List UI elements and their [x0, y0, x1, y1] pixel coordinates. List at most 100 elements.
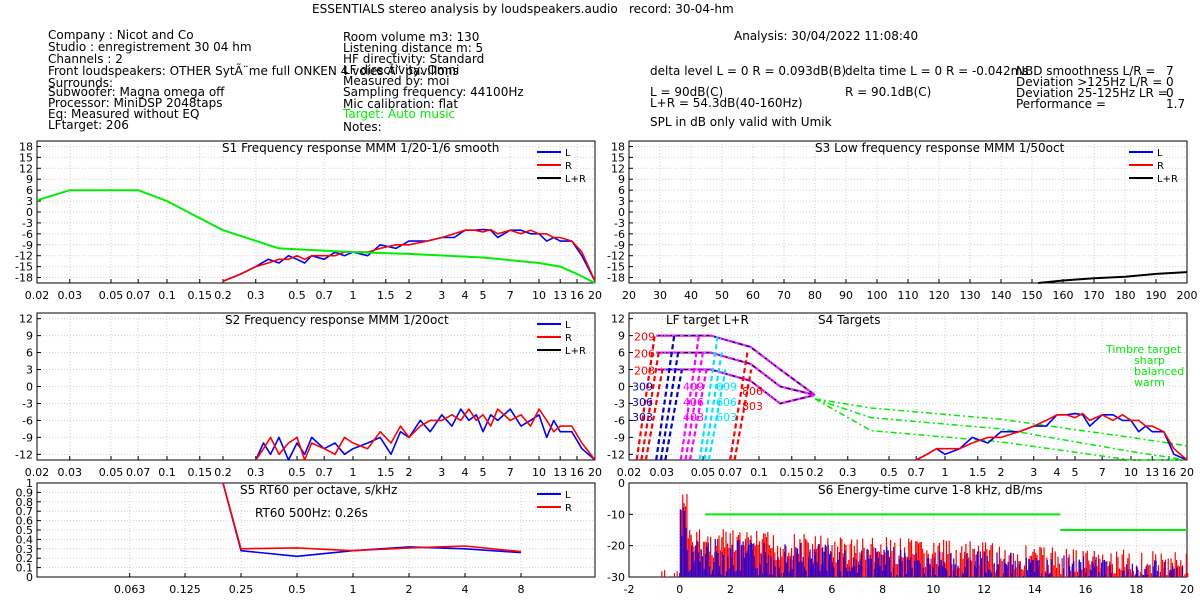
y-tick-label: 3 — [26, 364, 33, 377]
y-tick-label: 6 — [26, 184, 33, 197]
y-tick-label: 9 — [618, 330, 625, 343]
x-tick-label: 10 — [532, 289, 546, 302]
x-tick-label: 20 — [1180, 583, 1194, 596]
y-tick-label: -12 — [607, 250, 625, 263]
y-tick-label: 0 — [26, 571, 33, 584]
y-tick-label: 15 — [19, 151, 33, 164]
lf-target-code: 406 — [683, 396, 704, 409]
y-tick-label: 0 — [618, 381, 625, 394]
y-tick-label: -15 — [15, 261, 33, 274]
plot-frame — [628, 140, 1188, 284]
chart-title: S5 RT60 per octave, s/kHz — [240, 483, 397, 497]
x-tick-label: 1.5 — [377, 289, 395, 302]
y-tick-label: -6 — [614, 228, 625, 241]
x-tick-label: 0.7 — [315, 466, 333, 479]
y-tick-label: 0.2 — [16, 552, 34, 565]
x-tick-label: 0.05 — [99, 289, 124, 302]
x-tick-label: 10 — [926, 583, 940, 596]
x-tick-label: 100 — [867, 289, 888, 302]
x-tick-label: 0.2 — [214, 289, 232, 302]
y-tick-label: -6 — [22, 228, 33, 241]
y-tick-label: 15 — [611, 151, 625, 164]
performance-value: 1.7 — [1166, 97, 1186, 111]
y-tick-label: 3 — [618, 364, 625, 377]
y-tick-label: 0.1 — [16, 562, 34, 575]
plot-frame — [36, 482, 596, 578]
timbre-target-line — [814, 398, 1188, 447]
deviation-above-125: Deviation >125Hz L/R = — [1016, 75, 1163, 89]
timbre-label: balanced — [1134, 365, 1184, 378]
x-tick-label: 0.07 — [718, 466, 743, 479]
deviation-25-125: Deviation 25-125Hz LR = — [1016, 86, 1168, 100]
x-tick-label: 0.02 — [25, 466, 50, 479]
legend-label: L+R — [565, 346, 586, 357]
y-tick-label: 0.9 — [16, 486, 34, 499]
x-tick-label: 1 — [350, 583, 357, 596]
series-l — [255, 408, 596, 461]
x-tick-label: 170 — [1084, 289, 1105, 302]
legend-label: L — [1157, 148, 1163, 159]
x-tick-label: 0.3 — [247, 466, 265, 479]
x-tick-label: 0.15 — [188, 289, 213, 302]
lf-target-code: 609 — [716, 381, 737, 394]
x-tick-label: 14 — [1028, 583, 1042, 596]
x-tick-label: 2 — [406, 289, 413, 302]
x-tick-label: -2 — [624, 583, 635, 596]
x-tick-label: 0.5 — [288, 583, 306, 596]
x-tick-label: 13 — [1145, 466, 1159, 479]
x-tick-label: 4 — [461, 583, 468, 596]
y-tick-label: -18 — [607, 272, 625, 285]
x-tick-label: 0.03 — [58, 466, 83, 479]
x-tick-label: 130 — [960, 289, 981, 302]
x-tick-label: 0.15 — [780, 466, 805, 479]
x-tick-label: 0.7 — [315, 289, 333, 302]
y-tick-label: 0 — [26, 206, 33, 219]
chart-title: S3 Low frequency response MMM 1/50oct — [815, 141, 1065, 155]
x-tick-label: 13 — [553, 466, 567, 479]
x-tick-label: 4 — [461, 289, 468, 302]
x-tick-label: 3 — [1030, 466, 1037, 479]
x-tick-label: 0 — [676, 583, 683, 596]
chart-s5: 0.063 0.125 0.25 0.5 1 2 4 800.10.20.30.40.50.6… — [16, 477, 596, 596]
lf-slope-line — [703, 352, 723, 461]
y-tick-label: 12 — [611, 162, 625, 175]
x-tick-label: 13 — [553, 289, 567, 302]
chart-title: S6 Energy-time curve 1-8 kHz, dB/ms — [818, 483, 1043, 497]
x-tick-label: 0.125 — [169, 583, 201, 596]
legend-label: L+R — [1157, 174, 1178, 185]
x-tick-label: 20 — [622, 289, 636, 302]
x-tick-label: 60 — [746, 289, 760, 302]
x-tick-label: 1.5 — [377, 466, 395, 479]
x-tick-label: 0.03 — [58, 289, 83, 302]
plot-frame — [36, 140, 596, 284]
x-tick-label: 16 — [570, 289, 584, 302]
x-tick-label: 80 — [808, 289, 822, 302]
y-tick-label: -12 — [15, 250, 33, 263]
record-label: record: 30-04-hm — [629, 2, 734, 16]
y-tick-label: 0 — [618, 206, 625, 219]
info-company: Company : Nicot and Co — [48, 28, 194, 42]
x-tick-label: 0.1 — [158, 466, 176, 479]
chart-title: S4 Targets — [818, 313, 880, 327]
x-tick-label: 0.07 — [126, 289, 151, 302]
lf-slope-line — [707, 369, 727, 461]
y-tick-label: 0 — [26, 381, 33, 394]
x-tick-label: 50 — [715, 289, 729, 302]
x-tick-label: 0.7 — [907, 466, 925, 479]
y-tick-label: -6 — [614, 414, 625, 427]
x-tick-label: 0.3 — [247, 289, 265, 302]
nbd-smoothness-value: 7 — [1166, 64, 1174, 78]
spl-note: SPL in dB only valid with Umik — [650, 115, 832, 129]
lf-target-code: 409 — [683, 381, 704, 394]
x-tick-label: 140 — [991, 289, 1012, 302]
x-tick-label: 3 — [438, 466, 445, 479]
timbre-target-line — [814, 398, 1188, 461]
lf-target-plateau-dash — [656, 369, 816, 405]
y-tick-label: 3 — [618, 195, 625, 208]
x-tick-label: 18 — [1129, 583, 1143, 596]
lf-slope-line — [733, 369, 753, 461]
rt60-annotation: RT60 500Hz: 0.26s — [255, 506, 368, 520]
info-lf-target: LFtarget: 206 — [48, 118, 129, 132]
